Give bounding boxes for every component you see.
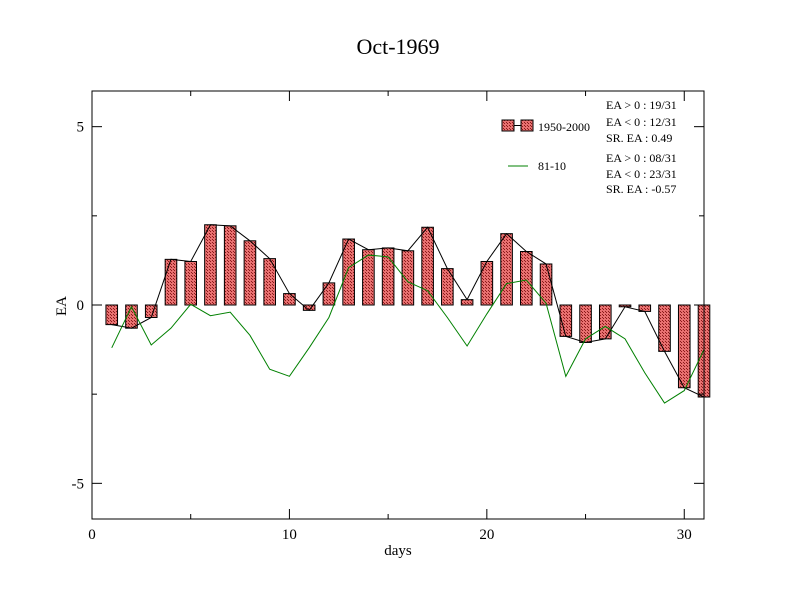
legend-bar-swatch-right: [520, 119, 534, 132]
bar-day-7: [223, 225, 237, 306]
legend-bar-swatch-left: [501, 119, 515, 132]
series-81-10-line: [111, 254, 705, 404]
bar-day-4: [164, 258, 178, 306]
y-axis-label: EA: [54, 296, 70, 316]
bar-day-2: [125, 304, 138, 329]
stat-2-sr: SR. EA : -0.57: [606, 182, 676, 196]
x-tick-label: 30: [677, 527, 692, 543]
bar-day-16: [401, 250, 415, 306]
bar-day-30: [677, 304, 691, 389]
stat-1-sr: SR. EA : 0.49: [606, 131, 672, 145]
y-tick-label: 0: [77, 298, 85, 314]
y-tick-label: 5: [77, 120, 85, 136]
bar-day-8: [243, 240, 257, 306]
bar-day-12: [322, 282, 336, 306]
bar-day-29: [658, 304, 671, 352]
axis-ticks: 0 10 20 30 5 0 -5: [72, 91, 704, 543]
y-tick-label: -5: [72, 476, 85, 492]
bar-day-5: [184, 260, 198, 306]
bar-day-22: [520, 251, 533, 306]
stats-annotations: EA > 0 : 19/31 EA < 0 : 12/31 SR. EA : 0…: [606, 98, 677, 196]
bar-day-17: [421, 226, 434, 306]
stat-2-neg: EA < 0 : 23/31: [606, 167, 677, 181]
legend: 1950-2000 81-10: [501, 119, 590, 173]
bar-day-10: [283, 293, 296, 306]
stat-1-pos: EA > 0 : 19/31: [606, 98, 677, 112]
legend-series-2-label: 81-10: [538, 159, 566, 173]
x-tick-label: 0: [88, 527, 96, 543]
x-axis-label: days: [384, 543, 412, 559]
line-group: [111, 224, 705, 404]
series-1950-2000-line: [111, 224, 705, 398]
chart-title: Oct-1969: [356, 34, 439, 59]
bar-day-26: [598, 304, 612, 340]
stat-2-pos: EA > 0 : 08/31: [606, 151, 677, 165]
x-tick-label: 10: [282, 527, 297, 543]
x-tick-label: 20: [479, 527, 494, 543]
bar-day-1: [105, 304, 119, 326]
legend-series-1-label: 1950-2000: [538, 120, 590, 134]
bar-day-20: [480, 260, 494, 306]
bar-day-6: [204, 224, 217, 306]
stat-1-neg: EA < 0 : 12/31: [606, 115, 677, 129]
bar-day-21: [500, 233, 513, 306]
